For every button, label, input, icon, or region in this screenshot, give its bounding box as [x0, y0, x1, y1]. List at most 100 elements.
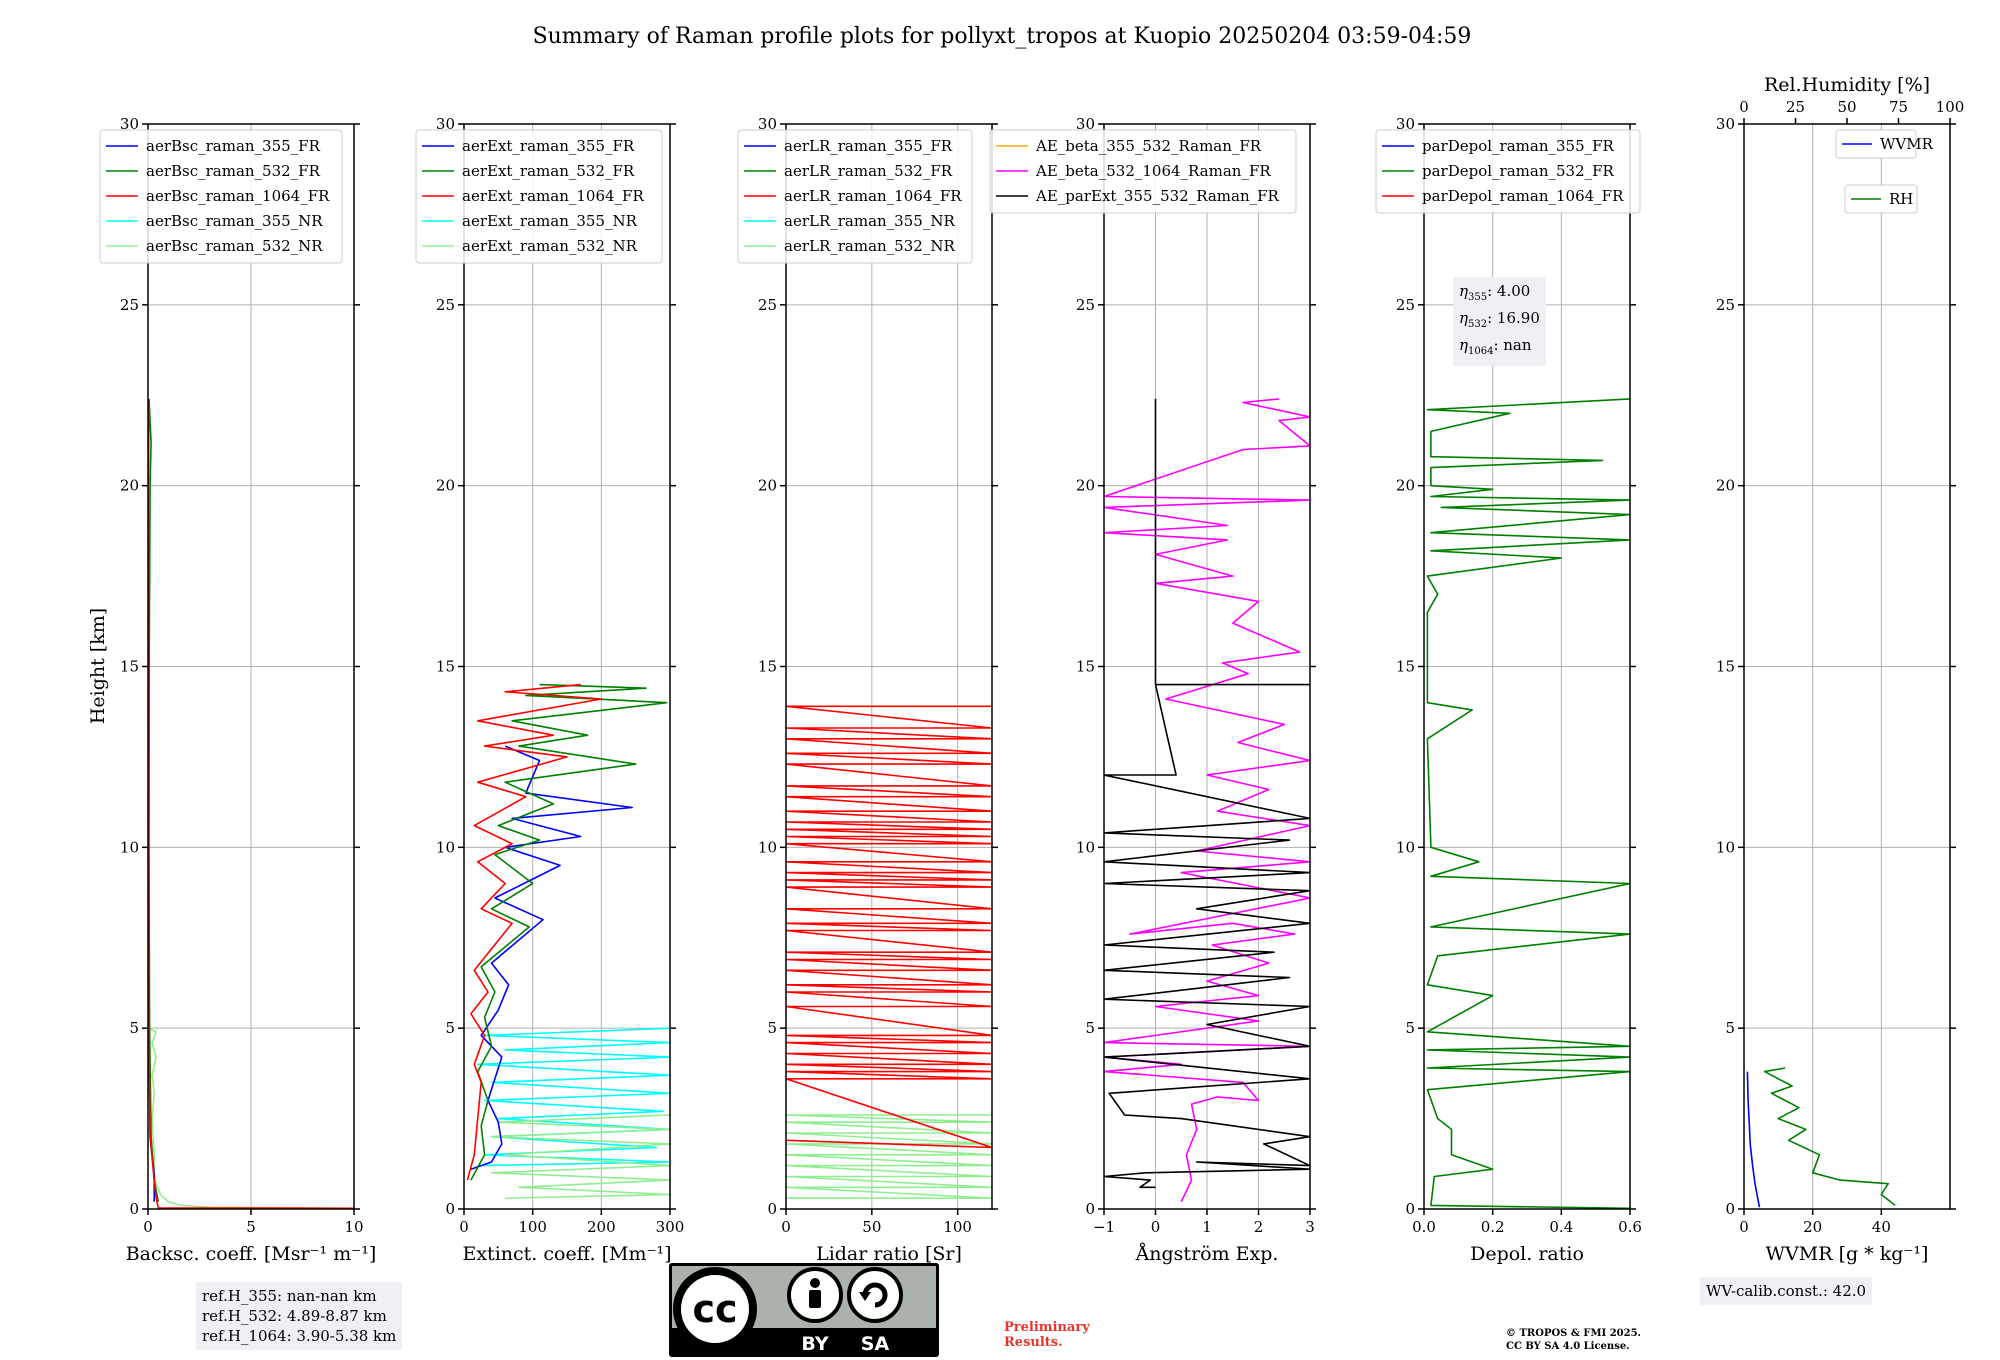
y-tick-label: 25	[758, 296, 777, 314]
y-tick-label: 20	[1716, 477, 1735, 495]
y-tick-label: 0	[767, 1200, 777, 1218]
x-axis-label: WVMR [g * kg⁻¹]	[1766, 1243, 1929, 1265]
y-tick-label: 30	[758, 115, 777, 133]
legend-label: parDepol_raman_355_FR	[1422, 137, 1615, 155]
figure-title: Summary of Raman profile plots for polly…	[533, 24, 1472, 49]
y-tick-label: 10	[120, 838, 139, 856]
series-line-aerExt_raman_355_FR	[470, 745, 633, 1170]
y-tick-label: 25	[1716, 296, 1735, 314]
eta-subscript: 532	[1468, 319, 1488, 330]
y-tick-label: 0	[129, 1200, 139, 1218]
y-tick-label: 0	[445, 1200, 455, 1218]
eta-355: η355: 4.00	[1459, 281, 1540, 308]
by-label: BY	[801, 1333, 828, 1355]
eta-symbol: η	[1459, 336, 1468, 354]
legend-label: WVMR	[1880, 135, 1934, 153]
share-alike-arrow	[862, 1282, 888, 1308]
x-tick-label: 200	[587, 1218, 616, 1236]
eta-1064: η1064: nan	[1459, 335, 1540, 362]
attribution-head	[810, 1278, 820, 1288]
series-line-aerExt_raman_355_NR	[476, 1027, 670, 1167]
axes-frame	[147, 123, 355, 1210]
top-x-tick-label: 0	[1739, 98, 1749, 116]
y-tick-label: 30	[1076, 115, 1095, 133]
axes-frame	[463, 123, 671, 1210]
y-tick-label: 30	[1716, 115, 1735, 133]
y-tick-label: 5	[1085, 1019, 1095, 1037]
y-tick-label: 5	[1725, 1019, 1735, 1037]
legend-box	[1835, 129, 1917, 159]
legend-box	[99, 129, 343, 264]
sa-label: SA	[861, 1333, 890, 1355]
top-x-tick-label: 25	[1786, 98, 1805, 116]
axes-frame	[785, 123, 993, 1210]
wv-calib-box: WV-calib.const.: 42.0	[1700, 1277, 1873, 1305]
x-tick-label: 300	[656, 1218, 685, 1236]
series-line-RH	[1763, 1067, 1896, 1207]
x-axis-label: Extinct. coeff. [Mm⁻¹]	[462, 1243, 671, 1265]
series-line-aerBsc_raman_532_NR	[148, 1027, 354, 1209]
series-group	[1426, 398, 1630, 1209]
x-tick-label: 0	[459, 1218, 469, 1236]
ref-h-532: ref.H_532: 4.89-8.87 km	[202, 1307, 387, 1325]
chart-panel-backscatter: 0 5 10 15 20 25 30 0 5 10 Backsc. coeff. [Msr⁻¹ m⁻…	[99, 115, 376, 1265]
x-axis-label: Ångström Exp.	[1135, 1243, 1279, 1265]
x-tick-label: 0	[1151, 1218, 1161, 1236]
y-axis-label: Height [km]	[87, 608, 109, 724]
y-tick-label: 30	[436, 115, 455, 133]
eta-subscript: 355	[1468, 292, 1488, 303]
wv-calib-const: WV-calib.const.: 42.0	[1706, 1282, 1867, 1300]
y-tick-label: 15	[1076, 658, 1095, 676]
legend-label: AE_beta_532_1064_Raman_FR	[1035, 162, 1271, 180]
share-alike-arrowhead	[859, 1292, 871, 1301]
reference-height-box: ref.H_355: nan-nan km ref.H_532: 4.89-8.…	[196, 1282, 403, 1350]
copyright-notice: © TROPOS & FMI 2025. CC BY SA 4.0 Licens…	[1506, 1327, 1641, 1353]
eta-532: η532: 16.90	[1459, 308, 1540, 335]
x-axis-label: Depol. ratio	[1470, 1243, 1584, 1265]
top-x-tick-label: 100	[1936, 98, 1965, 116]
x-tick-label: 0.6	[1618, 1218, 1642, 1236]
legend-label: aerBsc_raman_532_NR	[146, 237, 323, 255]
x-tick-label: 0.4	[1549, 1218, 1573, 1236]
axes-frame	[1743, 123, 1951, 1210]
ref-h-1064: ref.H_1064: 3.90-5.38 km	[202, 1327, 397, 1345]
legend-box	[1375, 129, 1641, 214]
series-group	[1746, 1067, 1896, 1208]
x-tick-label: 0	[143, 1218, 153, 1236]
series-line-aerExt_raman_1064_FR	[466, 683, 603, 1181]
cc-by-sa-license-badge: cc BY SA	[669, 1263, 939, 1357]
series-group	[1104, 398, 1310, 1203]
top-x-tick-label: 50	[1837, 98, 1856, 116]
eta-value: : nan	[1493, 336, 1532, 354]
copyright-line-2: CC BY SA 4.0 License.	[1506, 1341, 1630, 1352]
legend-box	[415, 129, 663, 264]
chart-panel-depolarization: 0 5 10 15 20 25 30 0.0 0.2 0.4 0.6 Depol. ratio parD…	[1375, 115, 1642, 1265]
cc-logo-text: cc	[692, 1287, 737, 1331]
legend-label: aerExt_raman_532_NR	[462, 237, 638, 255]
eta-box: η355: 4.00 η532: 16.90 η1064: nan	[1453, 277, 1546, 366]
y-tick-label: 0	[1725, 1200, 1735, 1218]
legend-label: aerBsc_raman_355_FR	[146, 137, 321, 155]
y-tick-label: 10	[758, 838, 777, 856]
legend-label: RH	[1889, 190, 1913, 208]
legend-label: aerLR_raman_532_NR	[784, 237, 955, 255]
y-tick-label: 30	[1396, 115, 1415, 133]
x-tick-label: 0.0	[1412, 1218, 1436, 1236]
y-tick-label: 20	[1396, 477, 1415, 495]
series-line-AE_parExt_355_532_Raman_FR	[1104, 398, 1310, 1189]
legend-label: aerLR_raman_355_FR	[784, 137, 953, 155]
x-tick-label: 3	[1305, 1218, 1315, 1236]
legend-label: aerExt_raman_1064_FR	[462, 187, 644, 205]
y-tick-label: 20	[436, 477, 455, 495]
y-tick-label: 5	[1405, 1019, 1415, 1037]
series-line-aerExt_raman_532_NR	[490, 1114, 670, 1199]
y-tick-label: 25	[120, 296, 139, 314]
top-x-tick-label: 75	[1889, 98, 1908, 116]
x-tick-label: 100	[943, 1218, 972, 1236]
y-tick-label: 15	[1716, 658, 1735, 676]
